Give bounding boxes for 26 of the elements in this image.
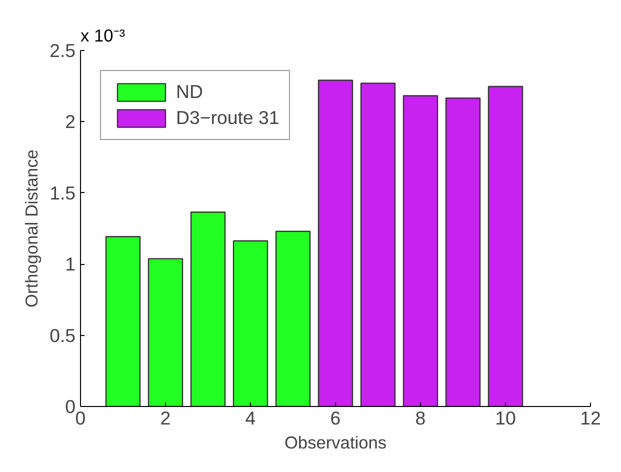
x-tick-label: 4 bbox=[245, 408, 256, 428]
x-tick-label: 6 bbox=[330, 408, 341, 428]
bar bbox=[232, 240, 268, 406]
bar bbox=[275, 230, 311, 406]
bar bbox=[318, 80, 354, 406]
x-tick-label: 10 bbox=[495, 408, 516, 428]
x-tick-label: 2 bbox=[160, 408, 171, 428]
legend-label: ND bbox=[176, 81, 203, 103]
y-tick-label: 2 bbox=[65, 111, 76, 132]
y-tick-label: 2.5 bbox=[50, 40, 76, 61]
x-tick-label: 12 bbox=[580, 408, 601, 428]
bar bbox=[488, 86, 524, 406]
text: x 10⁻³ bbox=[80, 26, 126, 46]
bar bbox=[360, 82, 396, 406]
x-axis-title: Observations bbox=[284, 432, 387, 452]
y-tick-label: 1 bbox=[65, 254, 76, 275]
bar bbox=[402, 95, 438, 406]
y-tick-label: 0.5 bbox=[50, 324, 76, 346]
legend-label: D3−route 31 bbox=[176, 107, 280, 129]
bar bbox=[148, 258, 184, 406]
y-tick-label: 1.5 bbox=[50, 182, 76, 204]
y-axis-title: Orthogonal Distance bbox=[22, 150, 42, 308]
x-tick-label: 8 bbox=[415, 408, 426, 428]
bar bbox=[445, 97, 481, 406]
bar bbox=[190, 212, 226, 406]
bar bbox=[105, 236, 141, 406]
